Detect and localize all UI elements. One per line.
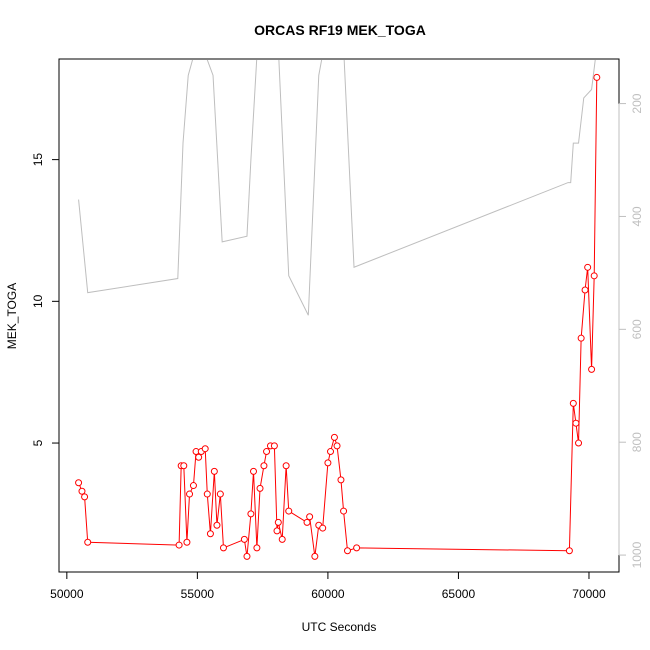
data-point: [572, 419, 580, 427]
data-point: [577, 334, 585, 342]
x-axis: 50000 55000 60000 65000 70000: [50, 571, 606, 601]
data-point: [273, 527, 281, 535]
data-point: [263, 448, 271, 456]
data-point: [333, 442, 341, 450]
y-tick-label: 10: [31, 294, 45, 308]
data-point: [175, 541, 183, 549]
data-point: [219, 544, 227, 552]
data-point: [282, 462, 290, 470]
x-tick-label: 70000: [572, 587, 606, 601]
data-point: [213, 521, 221, 529]
data-point: [210, 467, 218, 475]
data-point: [243, 552, 251, 560]
y-axis: 5 10 15: [31, 153, 60, 446]
data-point: [203, 490, 211, 498]
data-point: [78, 487, 86, 495]
data-point: [285, 507, 293, 515]
right-tick-label: 600: [630, 319, 644, 339]
x-axis-label: UTC Seconds: [302, 620, 377, 634]
data-point: [353, 544, 361, 552]
right-tick-label: 800: [630, 432, 644, 452]
data-point: [581, 286, 589, 294]
chart-title: ORCAS RF19 MEK_TOGA: [254, 22, 426, 38]
data-point: [565, 547, 573, 555]
data-point: [584, 263, 592, 271]
data-point: [189, 482, 197, 490]
data-point: [590, 272, 598, 280]
data-point: [84, 538, 92, 546]
y-tick-label: 15: [31, 153, 45, 167]
right-tick-label: 200: [630, 93, 644, 113]
data-point: [330, 433, 338, 441]
data-point: [195, 453, 203, 461]
data-point: [324, 459, 332, 467]
data-point: [249, 467, 257, 475]
data-point: [183, 538, 191, 546]
data-point: [303, 518, 311, 526]
data-point: [306, 513, 314, 521]
data-point: [343, 547, 351, 555]
y-tick-label: 5: [31, 439, 45, 446]
right-axis: 200 400 600 800 1000: [618, 93, 644, 568]
x-tick-label: 60000: [311, 587, 345, 601]
data-point: [270, 442, 278, 450]
series-layer: [75, 60, 601, 560]
plot-area: [58, 58, 620, 573]
data-point: [256, 484, 264, 492]
data-point: [206, 530, 214, 538]
data-point: [180, 462, 188, 470]
data-point: [201, 445, 209, 453]
data-point: [260, 462, 268, 470]
data-point: [588, 365, 596, 373]
data-point: [340, 507, 348, 515]
data-point: [278, 535, 286, 543]
data-point: [337, 476, 345, 484]
data-point: [247, 510, 255, 518]
data-point: [240, 535, 248, 543]
data-point: [274, 518, 282, 526]
mek-toga-series-line: [78, 77, 598, 557]
data-point: [186, 490, 194, 498]
right-tick-label: 400: [630, 206, 644, 226]
data-point: [311, 552, 319, 560]
data-point: [81, 493, 89, 501]
data-point: [327, 448, 335, 456]
data-point: [319, 524, 327, 532]
right-tick-label: 1000: [630, 541, 644, 568]
secondary-series-line: [78, 60, 596, 316]
x-tick-label: 50000: [50, 587, 84, 601]
x-tick-label: 55000: [181, 587, 215, 601]
data-point: [569, 399, 577, 407]
data-point: [593, 73, 601, 81]
x-tick-label: 65000: [442, 587, 476, 601]
y-axis-label: MEK_TOGA: [5, 283, 19, 349]
data-point: [216, 490, 224, 498]
data-point: [253, 544, 261, 552]
data-point: [75, 479, 83, 487]
data-point: [575, 439, 583, 447]
